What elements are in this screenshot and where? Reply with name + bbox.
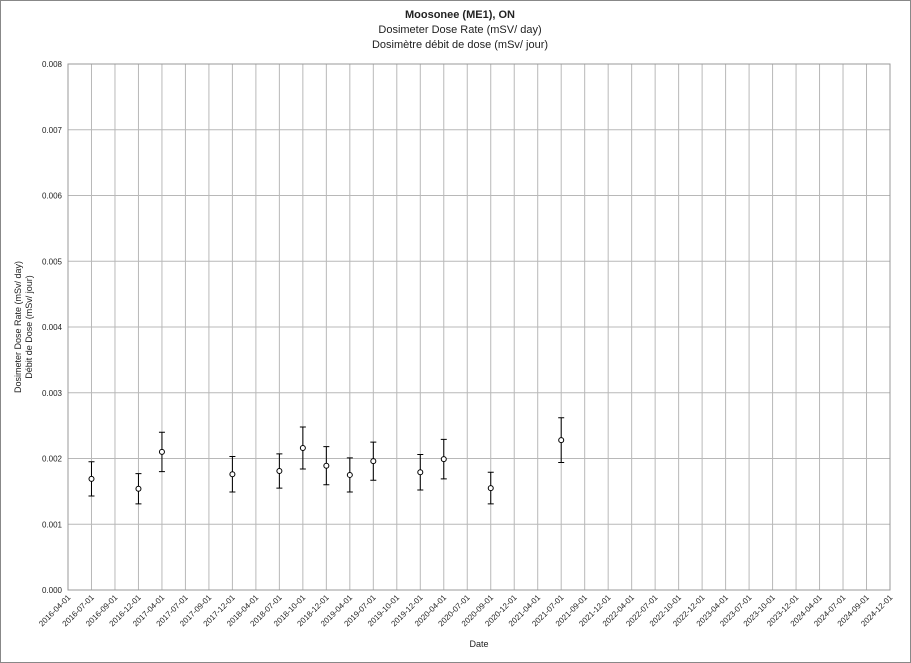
y-tick-label: 0.003	[42, 389, 63, 398]
data-point	[158, 448, 165, 455]
y-tick-label: 0.006	[42, 192, 63, 201]
y-tick-label: 0.001	[42, 520, 63, 529]
chart-subtitle: Dosimètre débit de dose (mSv/ jour)	[372, 39, 548, 51]
data-point	[276, 467, 283, 474]
data-point	[558, 437, 565, 444]
data-point	[370, 458, 377, 465]
x-axis-label: Date	[469, 639, 488, 649]
y-tick-label: 0.008	[42, 60, 63, 69]
data-point	[440, 456, 447, 463]
y-tick-label: 0.007	[42, 126, 63, 135]
chart-subtitle: Dosimeter Dose Rate (mSV/ day)	[378, 24, 541, 36]
chart-title: Moosonee (ME1), ON	[405, 9, 515, 21]
y-axis-label: Dosimeter Dose Rate (mSv/ day)	[13, 261, 23, 393]
data-point	[487, 485, 494, 492]
y-tick-label: 0.005	[42, 257, 63, 266]
y-tick-label: 0.004	[42, 323, 63, 332]
data-point	[346, 471, 353, 478]
data-point	[135, 485, 142, 492]
data-point	[229, 471, 236, 478]
data-point	[88, 475, 95, 482]
plot-border	[67, 63, 891, 591]
y-tick-label: 0.002	[42, 455, 63, 464]
data-point	[299, 444, 306, 451]
data-point	[323, 462, 330, 469]
data-point	[417, 469, 424, 476]
y-axis-label: Débit de Dose (mSv/ jour)	[24, 275, 34, 379]
y-tick-label: 0.000	[42, 586, 63, 595]
